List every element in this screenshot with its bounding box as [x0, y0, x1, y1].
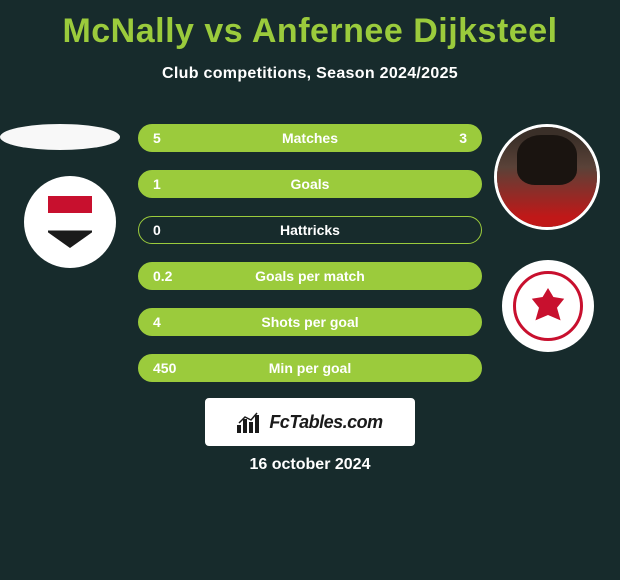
stat-left-value: 450: [153, 360, 183, 376]
stat-label: Hattricks: [280, 222, 340, 238]
stat-row: 0 Hattricks: [138, 216, 482, 244]
stat-label: Matches: [282, 130, 338, 146]
footer-brand-text: FcTables.com: [269, 412, 382, 433]
player-avatar-right: [494, 124, 600, 230]
stat-row: 5 Matches 3: [138, 124, 482, 152]
stat-row: 450 Min per goal: [138, 354, 482, 382]
stat-left-value: 4: [153, 314, 183, 330]
club-crest-right: [502, 260, 594, 352]
stat-row: 0.2 Goals per match: [138, 262, 482, 290]
stat-left-value: 0: [153, 222, 183, 238]
stat-label: Goals per match: [255, 268, 365, 284]
stat-left-value: 0.2: [153, 268, 183, 284]
footer-branding: FcTables.com: [205, 398, 415, 446]
stat-left-value: 1: [153, 176, 183, 192]
stat-label: Min per goal: [269, 360, 351, 376]
stat-left-value: 5: [153, 130, 183, 146]
club-crest-left: [24, 176, 116, 268]
subtitle: Club competitions, Season 2024/2025: [0, 65, 620, 83]
stat-label: Shots per goal: [261, 314, 358, 330]
stat-row: 4 Shots per goal: [138, 308, 482, 336]
page-title: McNally vs Anfernee Dijksteel: [0, 0, 620, 51]
avatar-shadow-left: [0, 124, 120, 150]
stat-right-value: 3: [437, 130, 467, 146]
fctables-logo-icon: [237, 411, 263, 433]
stat-row: 1 Goals: [138, 170, 482, 198]
stats-rows: 5 Matches 3 1 Goals 0 Hattricks 0.2 Goals per ma…: [138, 124, 482, 400]
date-text: 16 october 2024: [0, 456, 620, 474]
stat-label: Goals: [291, 176, 330, 192]
